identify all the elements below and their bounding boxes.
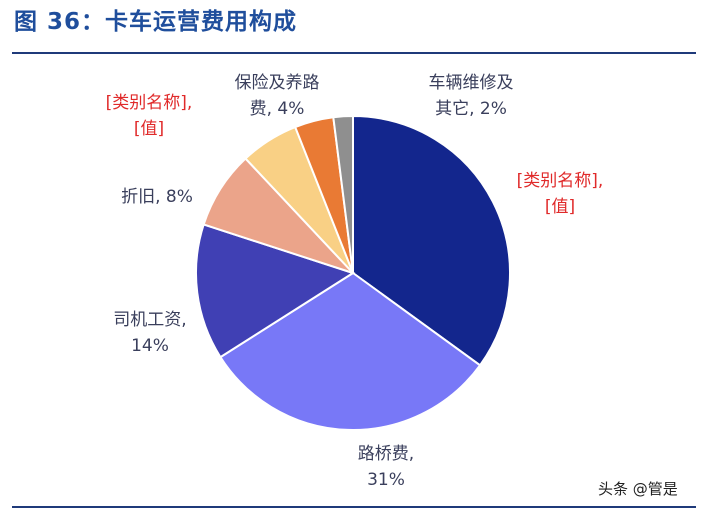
watermark-text: 头条 @管是 bbox=[598, 480, 678, 498]
pie-label-0-line-0: [类别名称], bbox=[517, 171, 604, 191]
pie-label-6: 车辆维修及其它, 2% bbox=[429, 73, 514, 119]
pie-slice-1 bbox=[219, 271, 482, 431]
pie-label-3-line-0: 折旧, 8% bbox=[121, 187, 193, 207]
pie-label-6-line-0: 车辆维修及 bbox=[429, 73, 514, 93]
pie-labels: [类别名称], [值] 路桥费, 31% 司机工资, 14% 折旧, 8% [类别名称], [值… bbox=[106, 73, 604, 490]
pie-slice-0 bbox=[352, 114, 511, 367]
pie-label-1-line-1: 31% bbox=[367, 470, 405, 490]
pie-label-1: 路桥费, 31% bbox=[358, 444, 414, 490]
pie-label-4-line-0: [类别名称], bbox=[106, 93, 193, 113]
pie-label-0: [类别名称], [值] bbox=[517, 171, 604, 217]
pie-label-2-line-0: 司机工资, bbox=[113, 310, 186, 330]
pie-label-6-line-1: 其它, 2% bbox=[435, 99, 507, 119]
pie-slices bbox=[194, 114, 511, 431]
pie-label-5-line-1: 费, 4% bbox=[250, 99, 305, 119]
pie-label-5: 保险及养路费, 4% bbox=[235, 73, 320, 119]
pie-label-4-line-1: [值] bbox=[134, 119, 164, 139]
pie-label-0-line-1: [值] bbox=[545, 197, 575, 217]
top-divider bbox=[12, 52, 696, 54]
pie-label-2: 司机工资, 14% bbox=[113, 310, 186, 356]
pie-slice-2 bbox=[194, 223, 356, 359]
pie-label-5-line-0: 保险及养路 bbox=[235, 73, 320, 93]
pie-slice-6 bbox=[332, 114, 354, 274]
pie-label-3: 折旧, 8% bbox=[121, 187, 193, 207]
pie-label-1-line-0: 路桥费, bbox=[358, 444, 414, 464]
pie-label-2-line-1: 14% bbox=[131, 336, 169, 356]
pie-label-4: [类别名称], [值] bbox=[106, 93, 193, 139]
figure-title: 图 36：卡车运营费用构成 bbox=[14, 9, 298, 35]
bottom-divider bbox=[12, 506, 696, 508]
